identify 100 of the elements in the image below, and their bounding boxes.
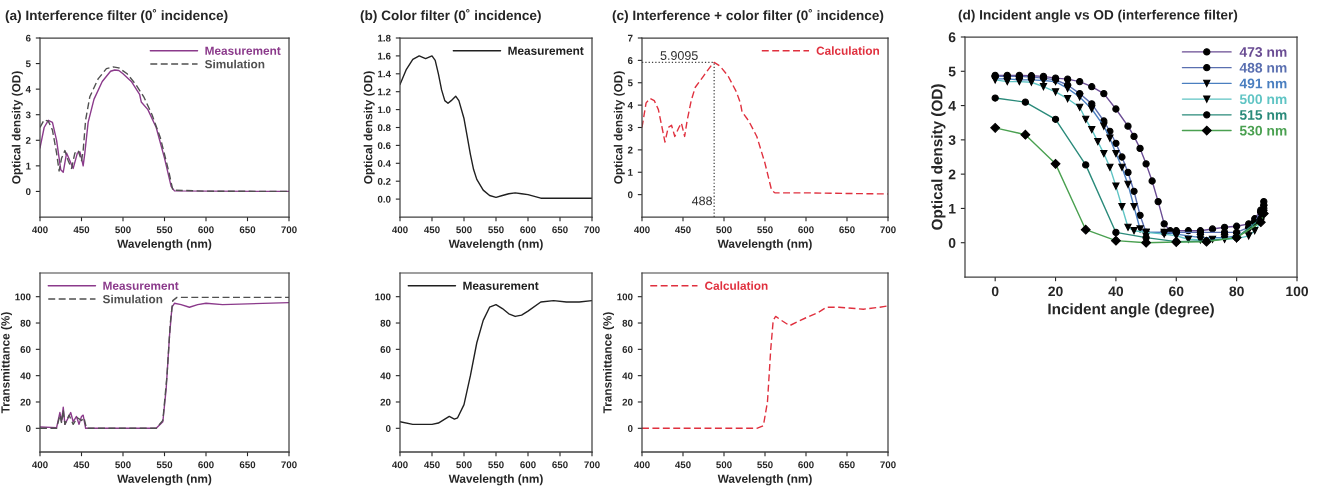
legend-label: Measurement bbox=[508, 46, 584, 55]
y-tick-label: 7 bbox=[627, 34, 633, 42]
chart-title: (d) Incident angle vs OD (interference filter) bbox=[958, 9, 1238, 23]
x-tick-label: 600 bbox=[198, 226, 214, 234]
y-tick-label: 60 bbox=[380, 346, 391, 353]
y-tick-label: 3 bbox=[627, 124, 633, 132]
x-axis-title: Wavelength (nm) bbox=[717, 474, 812, 486]
x-tick-label: 500 bbox=[456, 226, 472, 234]
x-tick-label: 700 bbox=[281, 226, 297, 234]
legend-label: Simulation bbox=[204, 59, 265, 69]
y-tick-label: 80 bbox=[380, 319, 391, 327]
x-tick-label: 550 bbox=[156, 226, 173, 234]
y-tick-label: 1 bbox=[949, 203, 956, 214]
ref-line-label: 5.9095 bbox=[660, 51, 698, 60]
x-tick-label: 100 bbox=[1286, 286, 1309, 297]
y-tick-label: 20 bbox=[20, 398, 31, 406]
y-tick-label: 4 bbox=[948, 101, 956, 111]
y-tick-label: 1 bbox=[26, 162, 31, 170]
legend-label: 530 nm bbox=[1239, 125, 1287, 136]
y-tick-label: 0 bbox=[948, 238, 956, 248]
x-tick-label: 500 bbox=[115, 226, 131, 234]
y-tick-label: 1.4 bbox=[378, 70, 391, 78]
x-tick-label: 40 bbox=[1108, 286, 1124, 297]
x-tick-label: 650 bbox=[552, 226, 568, 234]
y-tick-label: 5 bbox=[25, 60, 31, 68]
y-tick-label: 2 bbox=[948, 169, 956, 180]
chart-title: (b) Color filter (0˚ incidence) bbox=[360, 9, 541, 23]
x-tick-label: 500 bbox=[716, 461, 732, 469]
x-tick-label: 20 bbox=[1048, 286, 1063, 297]
chart-title: (c) Interference + color filter (0˚ incidence) bbox=[612, 9, 884, 23]
x-tick-label: 650 bbox=[239, 226, 256, 234]
y-tick-label: 20 bbox=[380, 398, 391, 406]
y-tick-label: 6 bbox=[627, 57, 633, 64]
y-tick-label: 5 bbox=[948, 66, 956, 77]
y-tick-label: 40 bbox=[622, 372, 633, 380]
y-tick-label: 0 bbox=[25, 188, 31, 196]
x-tick-label: 650 bbox=[552, 461, 568, 469]
y-tick-label: 40 bbox=[380, 372, 391, 380]
x-tick-label: 500 bbox=[716, 226, 732, 234]
x-tick-label: 450 bbox=[424, 226, 440, 234]
x-tick-label: 550 bbox=[156, 461, 173, 469]
x-tick-label: 600 bbox=[798, 461, 814, 469]
y-tick-label: 3 bbox=[25, 111, 31, 119]
x-tick-label: 550 bbox=[757, 226, 773, 234]
x-tick-label: 650 bbox=[839, 461, 855, 469]
x-tick-label: 700 bbox=[880, 226, 896, 234]
chart-title: (a) Interference filter (0˚ incidence) bbox=[5, 9, 228, 23]
legend-label: 473 nm bbox=[1239, 47, 1287, 57]
y-tick-label: 0 bbox=[25, 425, 31, 432]
x-tick-label: 600 bbox=[198, 461, 214, 469]
x-tick-label: 550 bbox=[488, 226, 504, 234]
y-tick-label: 5 bbox=[627, 79, 633, 87]
x-tick-label: 600 bbox=[520, 226, 536, 234]
y-tick-label: 0 bbox=[627, 425, 633, 432]
y-axis-title: Transmittance (%) bbox=[602, 312, 614, 414]
y-axis-title: Transmittance (%) bbox=[0, 312, 12, 414]
y-axis-title: Optical density (OD) bbox=[11, 71, 23, 184]
y-tick-label: 1 bbox=[628, 169, 633, 176]
y-tick-label: 0.8 bbox=[377, 124, 391, 132]
x-tick-label: 700 bbox=[880, 461, 896, 469]
x-tick-label: 400 bbox=[634, 461, 650, 469]
x-tick-label: 500 bbox=[456, 461, 472, 469]
x-tick-label: 700 bbox=[584, 461, 600, 469]
y-tick-label: 60 bbox=[622, 346, 633, 353]
x-tick-label: 450 bbox=[424, 461, 440, 469]
y-tick-label: 0.2 bbox=[377, 177, 391, 185]
y-tick-label: 80 bbox=[20, 319, 31, 327]
x-tick-label: 400 bbox=[32, 461, 48, 469]
x-tick-label: 550 bbox=[757, 461, 773, 469]
legend-label: Measurement bbox=[205, 46, 281, 55]
x-tick-label: 400 bbox=[392, 461, 408, 469]
legend-label: 488 nm bbox=[1239, 62, 1287, 73]
y-axis-title: Optical density (OD) bbox=[613, 71, 625, 184]
y-tick-label: 40 bbox=[20, 372, 31, 380]
x-tick-label: 700 bbox=[584, 226, 600, 234]
x-tick-label: 400 bbox=[32, 226, 48, 234]
x-tick-label: 650 bbox=[839, 226, 855, 234]
y-tick-label: 3 bbox=[948, 135, 956, 146]
y-tick-label: 0.4 bbox=[377, 160, 391, 167]
legend-label: Measurement bbox=[463, 281, 539, 290]
x-tick-label: 400 bbox=[392, 226, 408, 234]
x-tick-label: 650 bbox=[239, 461, 256, 469]
y-tick-label: 6 bbox=[948, 32, 956, 43]
legend-label: 491 nm bbox=[1239, 78, 1287, 89]
x-tick-label: 0 bbox=[991, 286, 999, 297]
x-tick-label: 500 bbox=[115, 461, 131, 469]
y-tick-label: 60 bbox=[20, 346, 31, 353]
y-tick-label: 6 bbox=[25, 34, 31, 42]
y-tick-label: 4 bbox=[627, 101, 633, 109]
y-tick-label: 20 bbox=[622, 398, 633, 406]
x-tick-label: 700 bbox=[281, 461, 297, 469]
x-tick-label: 450 bbox=[675, 226, 691, 234]
legend-label: 500 nm bbox=[1239, 94, 1287, 105]
y-tick-label: 0 bbox=[385, 425, 391, 432]
y-tick-label: 2 bbox=[627, 146, 633, 154]
y-tick-label: 4 bbox=[25, 85, 31, 93]
x-axis-title: Wavelength (nm) bbox=[717, 239, 812, 251]
ref-line-label: 488 bbox=[691, 196, 712, 206]
legend-label: Calculation bbox=[705, 281, 768, 290]
legend-label: 515 nm bbox=[1239, 110, 1287, 120]
